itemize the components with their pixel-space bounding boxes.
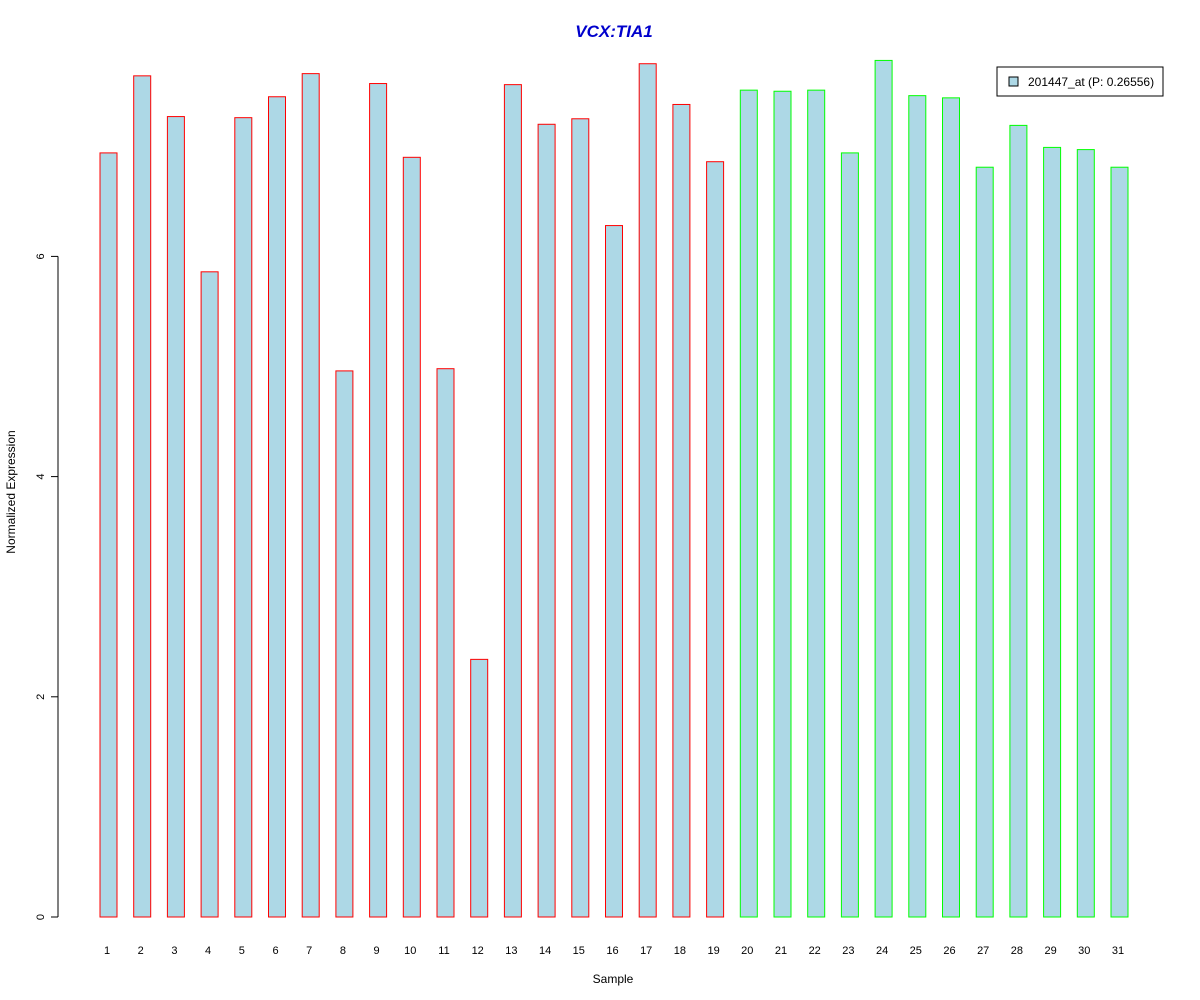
x-tick-label: 6 [272,945,278,957]
y-tick-label: 4 [35,474,47,480]
bar-sample-25 [908,95,927,918]
x-tick-label: 26 [943,945,955,957]
bar-sample-27 [975,166,994,918]
legend-swatch [1008,76,1019,87]
x-tick-label: 30 [1078,945,1090,957]
bar-sample-13 [503,84,522,918]
bar-sample-24 [874,59,893,918]
bar-sample-30 [1076,149,1095,918]
bar-sample-20 [739,89,758,918]
bar-sample-8 [335,370,354,918]
x-tick-label: 20 [741,945,753,957]
x-tick-label: 11 [438,945,449,957]
chart-title: VCX:TIA1 [575,22,652,41]
x-tick-label: 18 [674,945,686,957]
bar-sample-31 [1110,166,1129,918]
x-tick-label: 31 [1112,945,1124,957]
bar-sample-9 [369,83,388,918]
x-tick-label: 17 [640,945,652,957]
x-tick-label: 29 [1044,945,1056,957]
x-tick-label: 5 [239,945,245,957]
legend-entry: 201447_at (P: 0.26556) [1028,75,1154,89]
x-tick-label: 12 [472,945,484,957]
x-tick-label: 27 [977,945,989,957]
x-tick-label: 1 [104,945,110,957]
bar-sample-18 [672,103,691,918]
legend: 201447_at (P: 0.26556) [996,66,1164,97]
x-tick-label: 3 [171,945,177,957]
bar-sample-21 [773,90,792,918]
bars-group [99,59,1129,918]
bar-sample-1 [99,152,118,918]
y-axis-label: Normalized Expression [4,430,18,553]
x-tick-label: 8 [340,945,346,957]
bar-sample-10 [402,156,421,918]
bar-sample-3 [166,116,185,918]
x-tick-label: 14 [539,945,551,957]
x-tick-label: 28 [1011,945,1023,957]
bar-sample-11 [436,368,455,918]
x-tick-label: 7 [306,945,312,957]
x-tick-label: 13 [505,945,517,957]
bar-sample-22 [807,89,826,918]
bar-sample-17 [638,63,657,918]
bar-sample-28 [1009,124,1028,918]
bar-sample-16 [605,225,623,918]
bar-sample-7 [301,73,320,918]
x-tick-label: 16 [606,945,618,957]
y-tick-label: 2 [35,694,47,700]
x-tick-label: 19 [707,945,719,957]
x-tick-label: 23 [842,945,854,957]
x-tick-labels: 1 2 3 4 5 6 7 8 9 10 11 12 13 14 15 16 17 18 19 20 21 22 23 24 2… [104,945,1124,957]
bar-sample-4 [200,271,219,918]
y-tick-label: 6 [35,253,47,259]
legend-box [996,66,1164,97]
bar-sample-29 [1043,146,1062,918]
bar-sample-15 [571,118,590,918]
bar-sample-14 [537,123,556,918]
bar-sample-2 [133,75,152,918]
bar-sample-5 [234,117,253,918]
bar-sample-6 [268,96,286,918]
x-tick-label: 24 [876,945,888,957]
x-tick-label: 21 [775,945,787,957]
x-tick-label: 15 [573,945,585,957]
y-tick-label: 0 [35,914,47,920]
bar-sample-12 [470,658,489,918]
x-tick-label: 9 [374,945,380,957]
x-tick-label: 25 [910,945,922,957]
bar-sample-23 [840,152,859,918]
bar-sample-19 [706,161,725,918]
x-axis-label: Sample [593,972,634,986]
bar-sample-26 [942,97,960,918]
x-tick-label: 4 [205,945,211,957]
x-tick-label: 10 [404,945,416,957]
y-axis: 0 2 4 6 [35,253,59,920]
x-tick-label: 22 [809,945,821,957]
x-tick-label: 2 [138,945,144,957]
